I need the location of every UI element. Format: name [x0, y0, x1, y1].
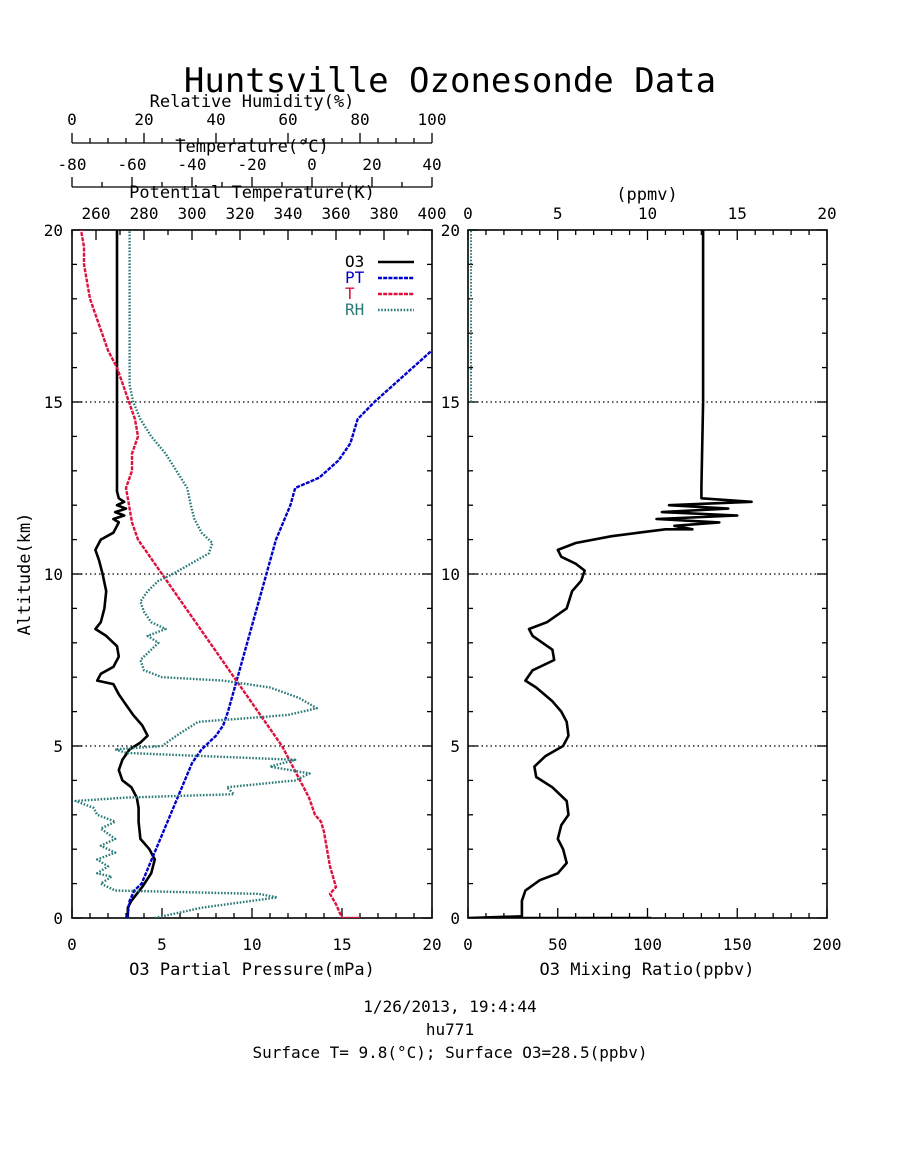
x-tick-label: 0 — [463, 204, 473, 223]
x-tick-label: 0 — [67, 935, 77, 954]
altitude-label: Altitude(km) — [15, 513, 35, 636]
x-tick-label: 0 — [463, 935, 473, 954]
series-pt-left — [126, 349, 432, 918]
x-tick-label: 20 — [817, 204, 836, 223]
flight-datetime: 1/26/2013, 19:4:44 — [363, 997, 536, 1016]
series-t-left — [79, 230, 360, 918]
aux-tick-label: 40 — [422, 155, 441, 174]
x-tick-label: 280 — [130, 204, 159, 223]
y-tick-label: 10 — [44, 565, 63, 584]
legend-label-o3: O3 — [345, 252, 364, 271]
x-tick-label: 360 — [322, 204, 351, 223]
pt-axis-label: Potential Temperature(K) — [129, 183, 375, 203]
series-o3-right — [468, 230, 753, 918]
aux-tick-label: -40 — [178, 155, 207, 174]
flight-id: hu771 — [426, 1020, 474, 1039]
x-tick-label: 200 — [813, 935, 842, 954]
y-tick-label: 20 — [441, 221, 460, 240]
aux-tick-label: 20 — [362, 155, 381, 174]
x-tick-label: 340 — [274, 204, 303, 223]
x-tick-label: 10 — [242, 935, 261, 954]
y-tick-label: 0 — [53, 909, 63, 928]
aux-tick-label: -20 — [238, 155, 267, 174]
aux-tick-label: 40 — [206, 110, 225, 129]
y-tick-label: 10 — [441, 565, 460, 584]
x-tick-label: 320 — [226, 204, 255, 223]
left-gridlines — [72, 401, 432, 747]
aux-tick-label: 80 — [350, 110, 369, 129]
temperature-axis-label: Temperature(°C) — [175, 137, 329, 157]
y-tick-label: 20 — [44, 221, 63, 240]
y-tick-label: 15 — [44, 393, 63, 412]
y-tick-label: 0 — [450, 909, 460, 928]
aux-tick-label: -60 — [118, 155, 147, 174]
legend-label-rh: RH — [345, 300, 364, 319]
x-tick-label: 380 — [370, 204, 399, 223]
x-tick-label: 300 — [178, 204, 207, 223]
x-tick-label: 100 — [633, 935, 662, 954]
y-tick-label: 15 — [441, 393, 460, 412]
x-tick-label: 10 — [638, 204, 657, 223]
left-series — [74, 230, 432, 918]
aux-tick-label: 20 — [134, 110, 153, 129]
series-o3-left — [94, 230, 157, 918]
aux-tick-label: 0 — [67, 110, 77, 129]
o3-partial-pressure-label: O3 Partial Pressure(mPa) — [129, 960, 375, 980]
x-tick-label: 15 — [332, 935, 351, 954]
x-tick-label: 150 — [723, 935, 752, 954]
x-tick-label: 400 — [418, 204, 447, 223]
legend-label-pt: PT — [345, 268, 365, 287]
aux-tick-label: 60 — [278, 110, 297, 129]
left-top-axes: 0 20 40 60 80 100 -80 -60 -40 -20 0 20 40 — [58, 110, 447, 188]
y-tick-label: 5 — [53, 737, 63, 756]
x-tick-label: 5 — [553, 204, 563, 223]
left-ticks: 0 5 10 15 20 0 5 10 15 20 260 280 300 320 340 360 380 400 — [44, 204, 447, 954]
right-gridlines — [468, 401, 827, 747]
surface-summary: Surface T= 9.8(°C); Surface O3=28.5(ppbv… — [253, 1043, 648, 1062]
aux-tick-label: -80 — [58, 155, 87, 174]
aux-tick-label: 100 — [418, 110, 447, 129]
chart-title: Huntsville Ozonesonde Data — [184, 61, 716, 101]
ppmv-axis-label: (ppmv) — [616, 185, 677, 205]
x-tick-label: 260 — [82, 204, 111, 223]
y-tick-label: 5 — [450, 737, 460, 756]
legend-label-t: T — [345, 284, 355, 303]
rh-axis-label: Relative Humidity(%) — [150, 92, 355, 112]
x-tick-label: 5 — [157, 935, 167, 954]
x-tick-label: 20 — [422, 935, 441, 954]
right-series — [468, 230, 753, 918]
x-tick-label: 15 — [728, 204, 747, 223]
o3-mixing-ratio-label: O3 Mixing Ratio(ppbv) — [540, 960, 755, 980]
series-rh-left — [74, 230, 318, 918]
aux-tick-label: 0 — [307, 155, 317, 174]
right-plot-frame — [467, 229, 828, 919]
x-tick-label: 50 — [548, 935, 567, 954]
